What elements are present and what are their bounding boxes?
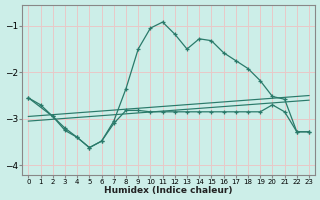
X-axis label: Humidex (Indice chaleur): Humidex (Indice chaleur) bbox=[104, 186, 233, 195]
